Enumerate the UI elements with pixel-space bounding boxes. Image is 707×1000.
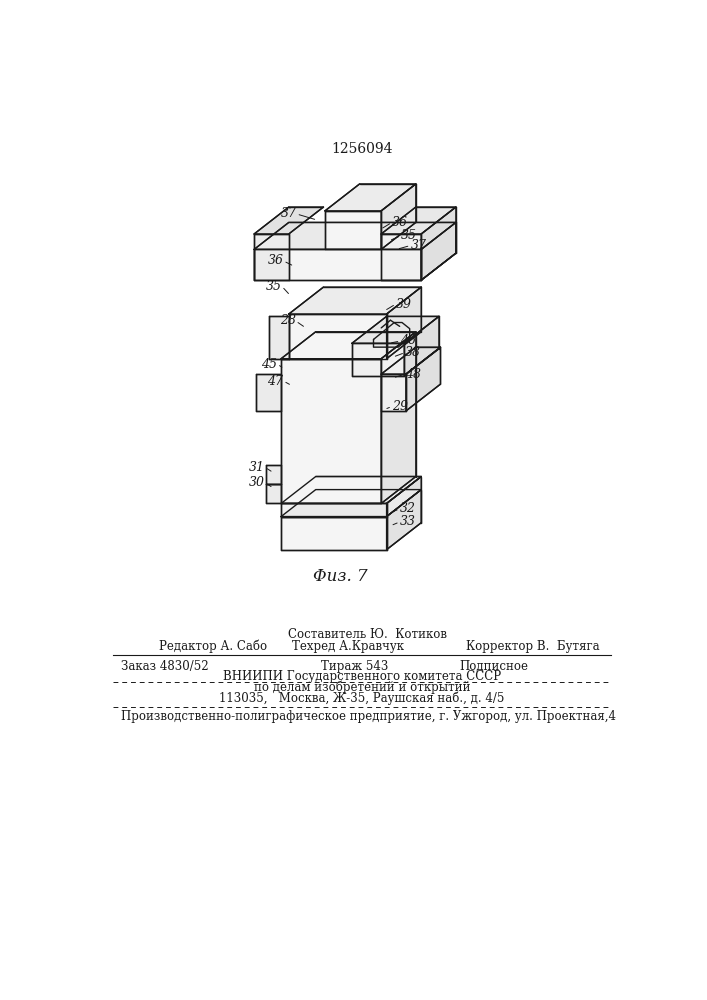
Polygon shape <box>381 347 440 374</box>
Polygon shape <box>421 222 456 280</box>
Text: 39: 39 <box>396 298 412 311</box>
Polygon shape <box>288 314 387 359</box>
Polygon shape <box>254 234 288 280</box>
Polygon shape <box>406 347 440 411</box>
Polygon shape <box>381 207 456 234</box>
Polygon shape <box>281 477 421 503</box>
Polygon shape <box>256 374 281 411</box>
Polygon shape <box>281 359 381 503</box>
Text: 35: 35 <box>266 280 282 293</box>
Polygon shape <box>381 332 416 503</box>
Text: Заказ 4830/52: Заказ 4830/52 <box>121 660 209 673</box>
Text: 31: 31 <box>249 461 265 474</box>
Text: 36: 36 <box>392 216 408 229</box>
Polygon shape <box>281 503 387 517</box>
Text: Φиз. 7: Φиз. 7 <box>313 568 368 585</box>
Text: 35: 35 <box>402 229 417 242</box>
Polygon shape <box>254 207 324 234</box>
Polygon shape <box>281 490 421 517</box>
Text: 113035,   Москва, Ж-35, Раушская наб., д. 4/5: 113035, Москва, Ж-35, Раушская наб., д. … <box>219 692 505 705</box>
Polygon shape <box>288 287 421 314</box>
Text: Корректор В.  Бутяга: Корректор В. Бутяга <box>466 640 600 653</box>
Text: 29: 29 <box>392 400 408 413</box>
Polygon shape <box>421 207 456 280</box>
Polygon shape <box>381 234 421 280</box>
Text: ВНИИПИ Государственного комитета СССР: ВНИИПИ Государственного комитета СССР <box>223 670 501 683</box>
Polygon shape <box>404 316 439 376</box>
Text: 36: 36 <box>267 254 284 267</box>
Polygon shape <box>373 323 409 347</box>
Text: 33: 33 <box>399 515 416 528</box>
Text: 30: 30 <box>249 476 265 489</box>
Text: 32: 32 <box>399 502 416 515</box>
Polygon shape <box>269 316 288 359</box>
Polygon shape <box>325 211 381 249</box>
Polygon shape <box>387 490 421 550</box>
Text: Составитель Ю.  Котиков: Составитель Ю. Котиков <box>288 628 447 641</box>
Polygon shape <box>352 316 439 343</box>
Polygon shape <box>352 343 404 376</box>
Polygon shape <box>254 249 421 280</box>
Text: Производственно-полиграфическое предприятие, г. Ужгород, ул. Проектная,4: Производственно-полиграфическое предприя… <box>121 710 616 723</box>
Text: 46: 46 <box>400 334 416 347</box>
Polygon shape <box>387 477 421 517</box>
Text: Редактор А. Сабо: Редактор А. Сабо <box>160 640 267 653</box>
Text: 48: 48 <box>405 368 421 381</box>
Polygon shape <box>281 517 387 550</box>
Polygon shape <box>381 374 406 411</box>
Text: 45: 45 <box>262 358 277 371</box>
Text: 1256094: 1256094 <box>331 142 392 156</box>
Text: по делам изобретений и открытий: по делам изобретений и открытий <box>254 681 470 694</box>
Polygon shape <box>325 184 416 211</box>
Text: Техред А.Кравчук: Техред А.Кравчук <box>292 640 404 653</box>
Text: 47: 47 <box>267 375 284 388</box>
Text: 37: 37 <box>411 239 426 252</box>
Polygon shape <box>266 484 281 503</box>
Text: Тираж 543: Тираж 543 <box>321 660 389 673</box>
Text: Подписное: Подписное <box>460 660 529 673</box>
Text: 28: 28 <box>280 314 296 327</box>
Polygon shape <box>254 222 456 249</box>
Polygon shape <box>281 332 416 359</box>
Polygon shape <box>266 465 281 484</box>
Polygon shape <box>387 287 421 359</box>
Polygon shape <box>381 184 416 249</box>
Text: 38: 38 <box>405 346 421 359</box>
Text: 37: 37 <box>281 207 296 220</box>
